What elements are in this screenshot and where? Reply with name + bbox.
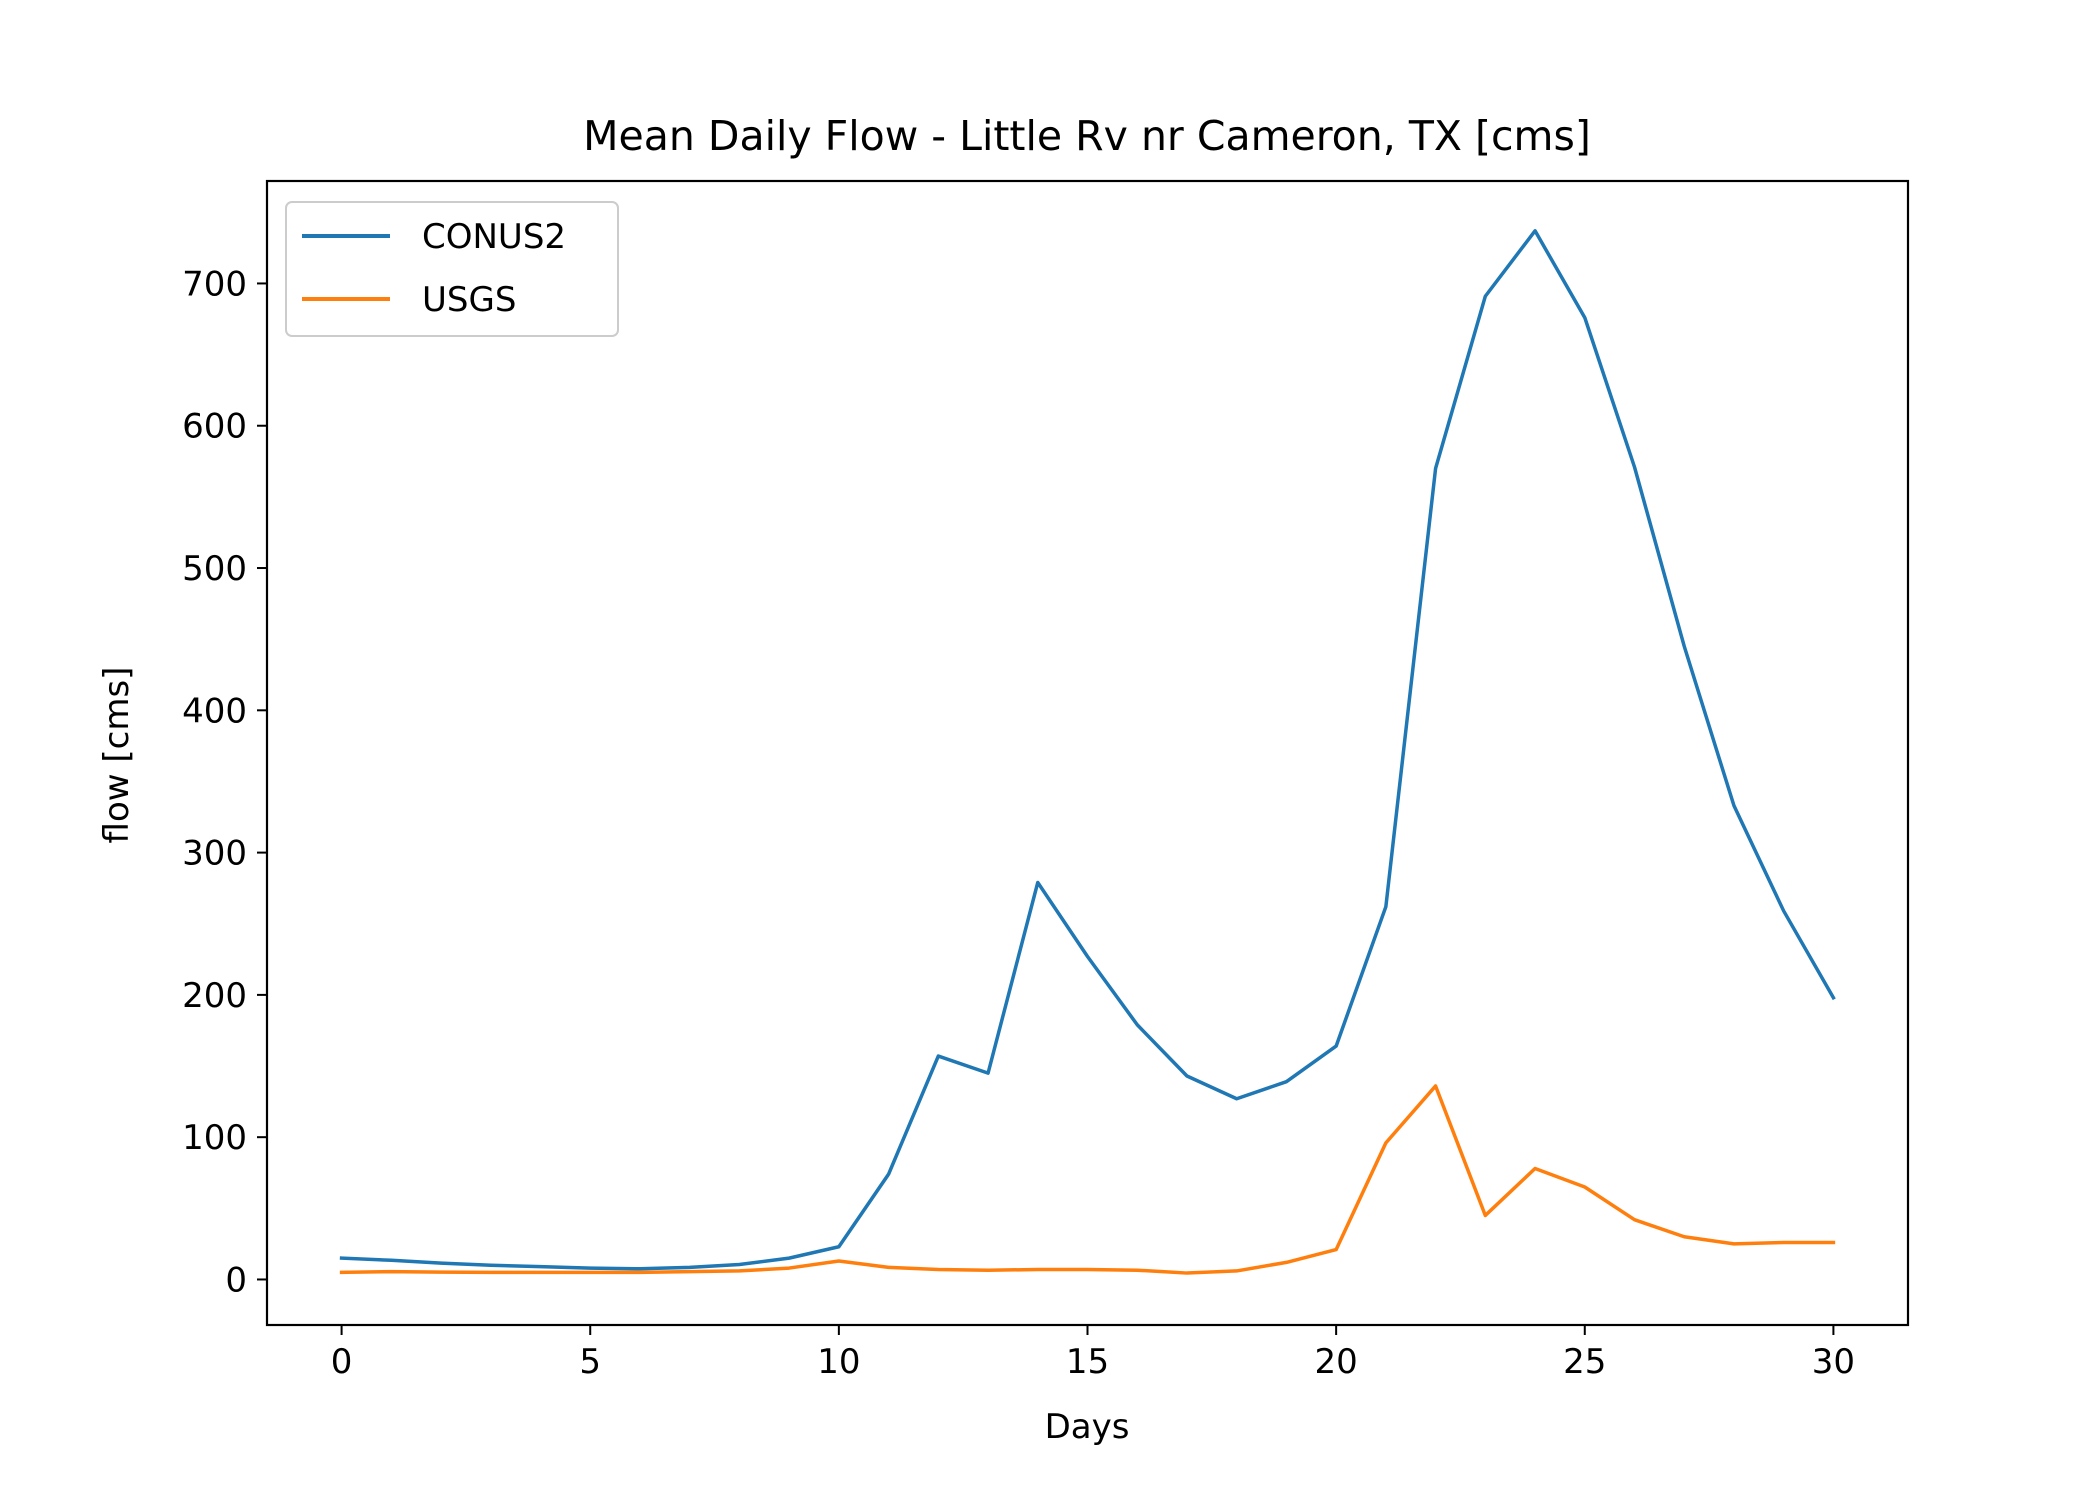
x-tick-label: 5 bbox=[579, 1342, 601, 1382]
x-tick-label: 0 bbox=[331, 1342, 353, 1382]
y-tick-label: 200 bbox=[182, 976, 247, 1016]
y-tick-label: 100 bbox=[182, 1118, 247, 1158]
legend-label: CONUS2 bbox=[422, 217, 566, 257]
x-tick-label: 10 bbox=[817, 1342, 860, 1382]
chart-title: Mean Daily Flow - Little Rv nr Cameron, … bbox=[583, 112, 1591, 160]
x-axis-label: Days bbox=[1045, 1407, 1130, 1447]
legend: CONUS2 USGS bbox=[285, 201, 619, 337]
y-tick-label: 500 bbox=[182, 549, 247, 589]
x-tick-label: 20 bbox=[1315, 1342, 1358, 1382]
plot-area: 0 5 10 15 20 25 300100200300400500600700CONUS2… bbox=[182, 179, 1910, 1382]
y-tick-label: 600 bbox=[182, 407, 247, 447]
x-tick-label: 30 bbox=[1812, 1342, 1855, 1382]
y-tick-label: 300 bbox=[182, 834, 247, 874]
series-line-usgs bbox=[339, 1084, 1836, 1275]
legend-label: USGS bbox=[422, 280, 516, 320]
y-tick-label: 700 bbox=[182, 264, 247, 304]
y-tick-label: 0 bbox=[225, 1260, 247, 1300]
series-line-conus2 bbox=[339, 229, 1836, 1271]
y-tick-label: 400 bbox=[182, 691, 247, 731]
x-tick-label: 15 bbox=[1066, 1342, 1109, 1382]
x-tick-label: 25 bbox=[1563, 1342, 1606, 1382]
y-axis-label: flow [cms] bbox=[97, 667, 137, 844]
